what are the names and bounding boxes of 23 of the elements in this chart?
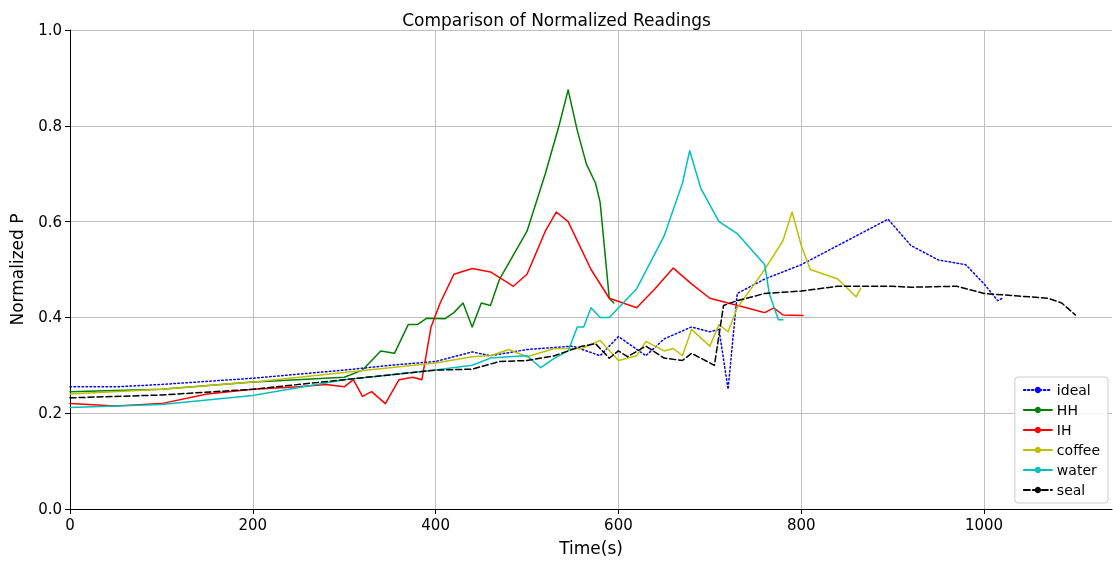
x-tick-label: 800 [786, 515, 816, 534]
y-tick-label: 0.6 [38, 212, 62, 231]
legend-label: IH [1056, 422, 1072, 438]
line-series [69, 149, 784, 409]
x-axis-title: Time(s) [558, 537, 623, 558]
chart-title: Comparison of Normalized Readings [402, 9, 711, 30]
line-series [69, 218, 1004, 390]
x-tick-label: 1000 [964, 515, 1004, 534]
legend-label: water [1056, 462, 1097, 478]
x-tick-label: 400 [421, 515, 450, 534]
x-tick-label: 600 [604, 515, 633, 534]
y-tick-label: 1.0 [38, 21, 62, 39]
legend-label: coffee [1056, 442, 1101, 458]
legend-label: seal [1056, 482, 1086, 498]
y-tick-label: 0.0 [38, 500, 62, 518]
legend-label: HH [1056, 402, 1078, 418]
x-tick-label: 200 [238, 515, 268, 534]
y-tick-label: 0.4 [38, 308, 62, 327]
y-tick-label: 0.8 [38, 116, 62, 135]
y-axis-title: Normalized P [6, 213, 27, 326]
x-tick-label: 0 [65, 515, 75, 534]
y-tick-label: 0.2 [38, 404, 62, 423]
legend-label: ideal [1056, 382, 1091, 398]
